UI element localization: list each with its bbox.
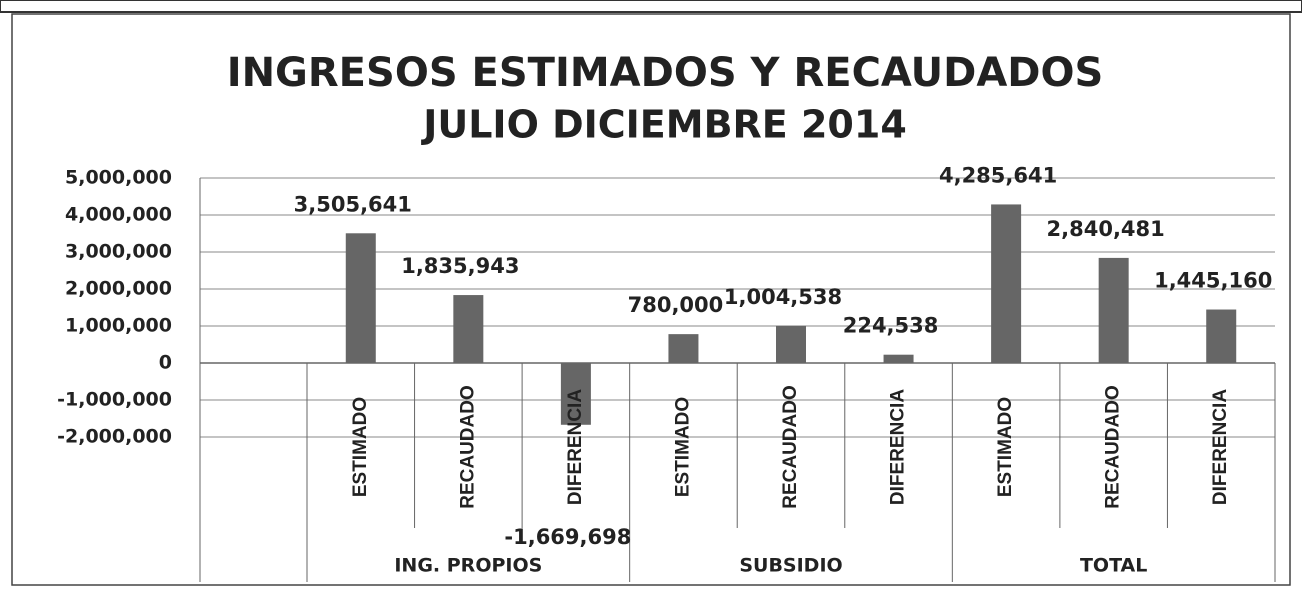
data-label: 224,538 — [843, 314, 939, 338]
category-label: RECAUDADO — [780, 385, 801, 509]
bar — [560, 363, 591, 425]
data-label: 1,004,538 — [724, 285, 842, 309]
category-label: ESTIMADO — [995, 397, 1016, 497]
y-tick-label: 0 — [159, 352, 172, 374]
chart-title: INGRESOS ESTIMADOS Y RECAUDADOS — [227, 50, 1104, 96]
group-label: TOTAL — [1080, 555, 1147, 577]
category-label: DIFERENCIA — [888, 389, 909, 505]
y-tick-label: -1,000,000 — [57, 389, 172, 411]
category-label: RECAUDADO — [1103, 385, 1124, 509]
category-label: DIFERENCIA — [565, 389, 586, 505]
bar — [668, 334, 699, 363]
category-label: ESTIMADO — [350, 397, 371, 497]
data-label: -1,669,698 — [504, 525, 631, 549]
chart-subtitle: JULIO DICIEMBRE 2014 — [420, 103, 907, 147]
y-tick-label: 4,000,000 — [65, 204, 172, 226]
data-label: 780,000 — [628, 293, 724, 317]
group-label: ING. PROPIOS — [394, 555, 542, 577]
y-tick-label: -2,000,000 — [57, 426, 172, 448]
bar — [991, 204, 1022, 363]
y-tick-label: 2,000,000 — [65, 278, 172, 300]
bar — [345, 233, 376, 363]
y-tick-label: 3,000,000 — [65, 241, 172, 263]
y-tick-label: 1,000,000 — [65, 315, 172, 337]
data-label: 1,835,943 — [401, 254, 519, 278]
group-label: SUBSIDIO — [739, 555, 842, 577]
data-label: 3,505,641 — [294, 192, 412, 216]
bar — [1098, 257, 1129, 363]
data-label: 4,285,641 — [939, 163, 1057, 187]
category-label: DIFERENCIA — [1210, 389, 1231, 505]
y-tick-label: 5,000,000 — [65, 167, 172, 189]
chart-border — [11, 13, 1291, 586]
bar — [883, 354, 914, 363]
data-label: 2,840,481 — [1047, 217, 1165, 241]
cropped-table-strip — [0, 0, 1302, 13]
category-label: RECAUDADO — [457, 385, 478, 509]
category-label: ESTIMADO — [672, 397, 693, 497]
bar — [1206, 309, 1237, 363]
bar — [453, 295, 484, 363]
data-label: 1,445,160 — [1154, 269, 1272, 293]
bar — [776, 325, 806, 363]
